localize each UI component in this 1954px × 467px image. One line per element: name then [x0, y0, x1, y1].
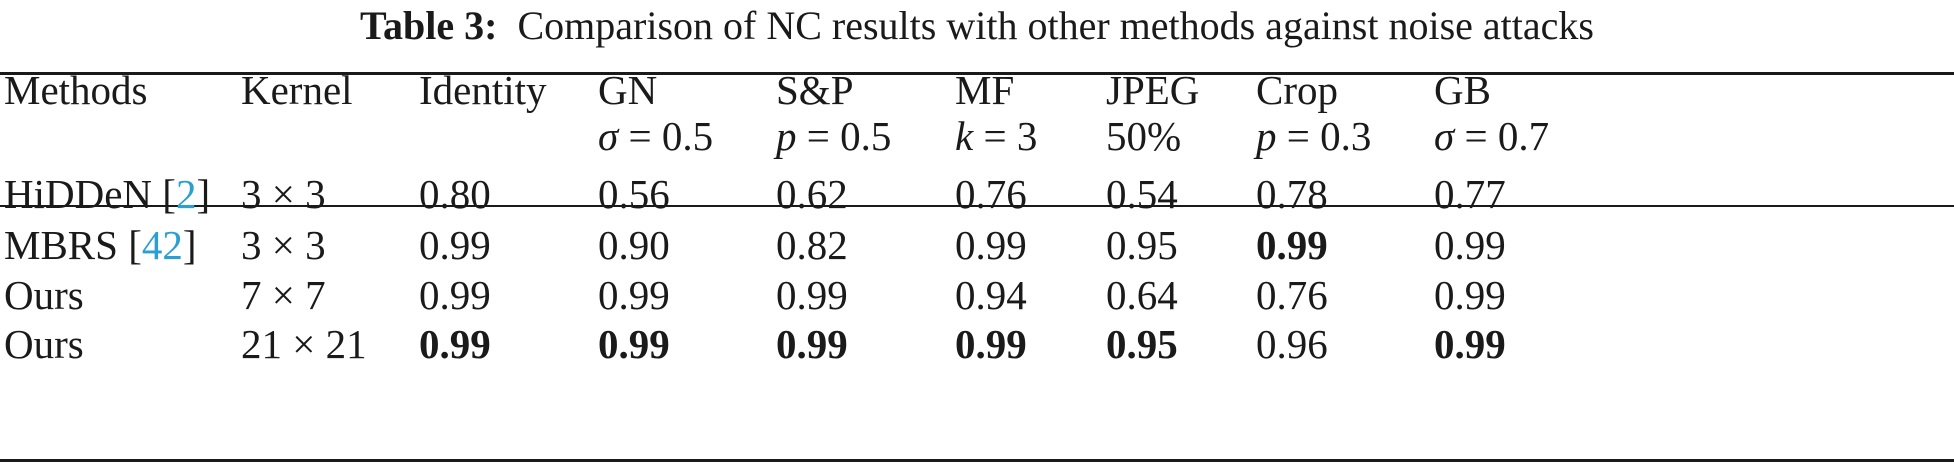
sp-param-val: = 0.5	[796, 113, 892, 159]
table-cell-identity: 0.99	[419, 321, 491, 367]
crop-param-var: p	[1256, 113, 1277, 159]
gn-param-val: = 0.5	[618, 113, 714, 159]
table-cell-gn: 0.56	[598, 171, 670, 217]
header-gb: GB	[1434, 67, 1491, 113]
table-row-method: Ours	[4, 321, 84, 367]
table-cell-jpeg: 0.64	[1106, 272, 1178, 318]
header-crop-param: p = 0.3	[1256, 112, 1371, 160]
table-cell-gn: 0.90	[598, 222, 670, 268]
table-cell-mf: 0.99	[955, 222, 1027, 268]
sp-param-var: p	[776, 113, 797, 159]
table-cell-identity: 0.99	[419, 222, 491, 268]
table-cell-jpeg: 0.54	[1106, 171, 1178, 217]
header-jpeg-param: 50%	[1106, 113, 1182, 159]
table-cell-mf: 0.76	[955, 171, 1027, 217]
header-mf-param: k = 3	[955, 112, 1037, 160]
table-cell-kernel: 3 × 3	[241, 171, 326, 217]
method-bracket: ]	[182, 222, 197, 268]
method-name: HiDDeN [	[4, 171, 176, 217]
gn-param-var: σ	[598, 113, 619, 159]
table-cell-crop: 0.76	[1256, 272, 1328, 318]
header-jpeg: JPEG	[1106, 67, 1200, 113]
table-cell-kernel: 7 × 7	[241, 272, 326, 318]
method-bracket: ]	[196, 171, 211, 217]
table-cell-gb: 0.99	[1434, 222, 1506, 268]
header-identity: Identity	[419, 67, 547, 113]
table-cell-sp: 0.99	[776, 272, 848, 318]
table-cell-mf: 0.99	[955, 321, 1027, 367]
header-methods: Methods	[4, 67, 148, 113]
header-mf: MF	[955, 67, 1015, 113]
table-cell-sp: 0.82	[776, 222, 848, 268]
table-cell-jpeg: 0.95	[1106, 222, 1178, 268]
table-bottom-rule	[0, 459, 1954, 462]
table-row-method: Ours	[4, 272, 84, 318]
table-cell-kernel: 3 × 3	[241, 222, 326, 268]
header-sp: S&P	[776, 67, 854, 113]
mf-param-var: k	[955, 113, 974, 159]
table-cell-crop: 0.96	[1256, 321, 1328, 367]
table-cell-mf: 0.94	[955, 272, 1027, 318]
header-gb-param: σ = 0.7	[1434, 112, 1549, 160]
citation-link[interactable]: 2	[175, 171, 197, 217]
table-cell-gb: 0.99	[1434, 321, 1506, 367]
table-header-rule	[0, 205, 1954, 207]
gb-param-val: = 0.7	[1454, 113, 1550, 159]
table-cell-gn: 0.99	[598, 321, 670, 367]
table-top-rule	[0, 72, 1954, 75]
gb-param-var: σ	[1434, 113, 1455, 159]
table-caption-text: Comparison of NC results with other meth…	[517, 3, 1594, 48]
crop-param-val: = 0.3	[1276, 113, 1372, 159]
mf-param-val: = 3	[973, 113, 1038, 159]
header-gn: GN	[598, 67, 658, 113]
table-cell-identity: 0.99	[419, 272, 491, 318]
header-crop: Crop	[1256, 67, 1338, 113]
header-sp-param: p = 0.5	[776, 112, 891, 160]
table-cell-gn: 0.99	[598, 272, 670, 318]
table-cell-crop: 0.78	[1256, 171, 1328, 217]
table-caption: Table 3: Comparison of NC results with o…	[0, 2, 1954, 50]
table-cell-gb: 0.77	[1434, 171, 1506, 217]
table-cell-sp: 0.99	[776, 321, 848, 367]
header-gn-param: σ = 0.5	[598, 112, 713, 160]
table-row-method: HiDDeN [2]	[4, 170, 210, 218]
citation-link[interactable]: 42	[141, 222, 183, 268]
table-cell-gb: 0.99	[1434, 272, 1506, 318]
table-cell-identity: 0.80	[419, 171, 491, 217]
table-caption-label: Table 3:	[360, 3, 498, 48]
table-cell-kernel: 21 × 21	[241, 321, 367, 367]
method-name: MBRS [	[4, 222, 142, 268]
table-cell-sp: 0.62	[776, 171, 848, 217]
table-cell-crop: 0.99	[1256, 222, 1328, 268]
header-kernel: Kernel	[241, 67, 353, 113]
table-row-method: MBRS [42]	[4, 221, 197, 269]
table-cell-jpeg: 0.95	[1106, 321, 1178, 367]
